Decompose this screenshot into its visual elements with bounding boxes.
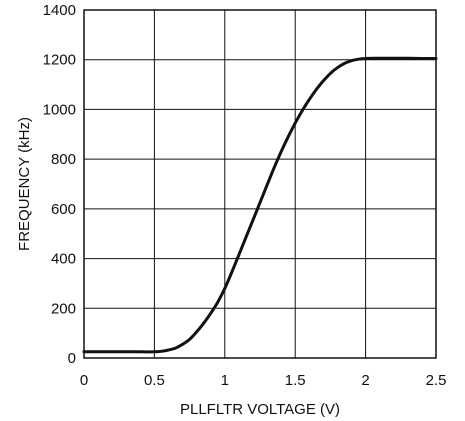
x-tick-label: 0	[80, 372, 88, 389]
y-tick-label: 0	[68, 350, 76, 367]
x-tick-label: 1.5	[285, 372, 306, 389]
y-tick-label: 1000	[43, 101, 76, 118]
x-tick-label: 0.5	[144, 372, 165, 389]
y-tick-label: 600	[51, 201, 76, 218]
y-tick-label: 1400	[43, 2, 76, 19]
y-tick-label: 200	[51, 300, 76, 317]
x-axis-label: PLLFLTR VOLTAGE (V)	[180, 401, 340, 418]
x-tick-labels: 0 0.5 1 1.5 2 2.5	[80, 372, 447, 389]
plot-frame	[83, 9, 437, 359]
series-line	[82, 56, 438, 354]
y-tick-labels: 0 200 400 600 800 1000 1200 1400	[43, 2, 76, 367]
y-tick-label: 400	[51, 251, 76, 268]
grid	[84, 10, 436, 358]
y-tick-label: 1200	[43, 52, 76, 69]
x-tick-label: 2.5	[426, 372, 447, 389]
x-tick-label: 2	[361, 372, 369, 389]
y-axis-label: FREQUENCY (kHz)	[16, 117, 33, 251]
y-tick-label: 800	[51, 151, 76, 168]
x-tick-label: 1	[221, 372, 229, 389]
